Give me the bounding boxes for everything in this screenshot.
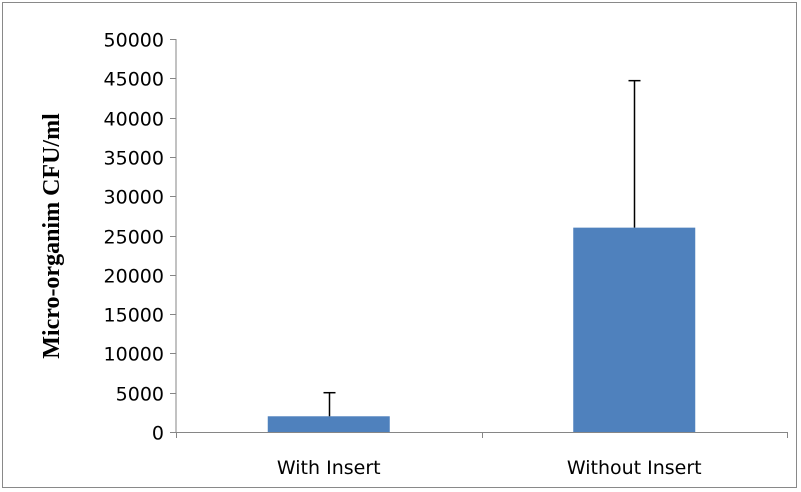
- x-tick-label: Without Insert: [567, 457, 702, 479]
- y-tick-label: 20000: [104, 266, 164, 288]
- y-tick-label: 15000: [104, 305, 164, 327]
- y-axis-title: Micro-organim CFU/ml: [39, 113, 65, 359]
- y-axis: 0 5000 10000 15000 20000 25000 30000 35000 40000…: [104, 30, 177, 445]
- y-tick-label: 40000: [104, 109, 164, 131]
- x-tick-label: With Insert: [277, 457, 381, 479]
- bar-without-insert: [573, 227, 696, 432]
- y-tick-label: 30000: [104, 187, 164, 209]
- y-tick-label: 25000: [104, 227, 164, 249]
- y-tick-label: 10000: [104, 344, 164, 366]
- y-tick-label: 5000: [116, 384, 164, 406]
- y-tick-label: 0: [152, 423, 164, 445]
- bar-with-insert: [267, 416, 390, 432]
- x-axis: With Insert Without Insert: [176, 432, 788, 479]
- y-tick-label: 45000: [104, 69, 164, 91]
- y-tick-label: 50000: [104, 30, 164, 52]
- bars: [267, 227, 696, 432]
- error-bars: [323, 79, 641, 417]
- y-tick-label: 35000: [104, 148, 164, 170]
